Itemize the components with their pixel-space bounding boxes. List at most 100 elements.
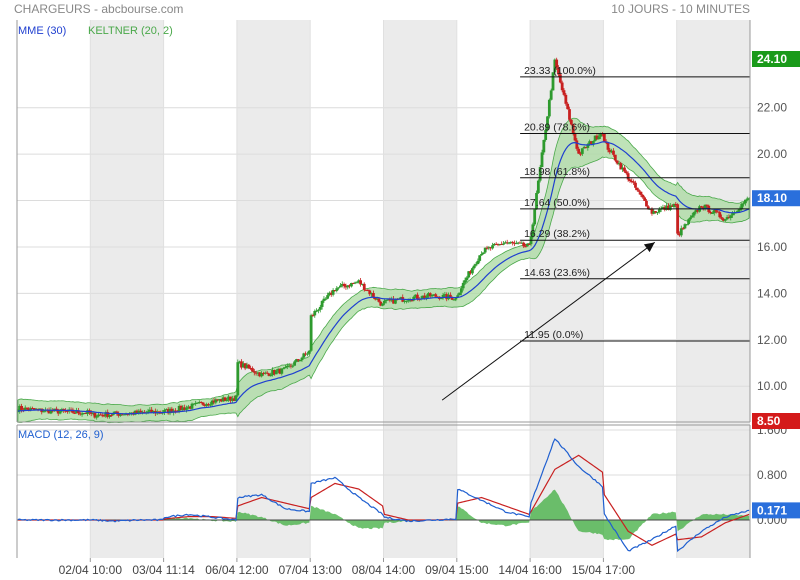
candle-154 xyxy=(298,360,302,362)
price-tick-label-2: 14.00 xyxy=(757,286,787,300)
candle-223 xyxy=(425,296,428,298)
candle-364 xyxy=(683,224,687,229)
candle-246 xyxy=(467,271,471,278)
candle-81 xyxy=(164,409,168,411)
candle-192 xyxy=(368,290,372,295)
candle-199 xyxy=(381,303,384,306)
candle-367 xyxy=(689,217,692,220)
candle-238 xyxy=(452,299,456,301)
candle-214 xyxy=(408,300,412,302)
x-tick-label-7: 15/04 17:00 xyxy=(572,563,636,577)
candle-57 xyxy=(120,414,124,416)
candle-260 xyxy=(492,243,496,246)
candle-147 xyxy=(285,365,289,368)
candle-12 xyxy=(38,408,42,410)
candle-277 xyxy=(524,246,527,248)
candle-396 xyxy=(742,203,745,205)
candle-323 xyxy=(608,149,612,153)
candle-325 xyxy=(612,150,615,155)
candle-103 xyxy=(205,404,209,406)
candle-398 xyxy=(745,198,749,200)
candle-167 xyxy=(322,298,326,301)
candle-357 xyxy=(670,205,674,207)
candle-330 xyxy=(621,167,625,170)
max-price-tag: 24.10 xyxy=(757,52,787,66)
candle-301 xyxy=(568,109,571,120)
candle-166 xyxy=(320,300,324,307)
annotation-arrowhead xyxy=(643,242,655,253)
candle-358 xyxy=(672,204,676,207)
candle-47 xyxy=(102,415,106,417)
candle-27 xyxy=(65,410,69,412)
candle-341 xyxy=(641,194,645,198)
candle-8 xyxy=(31,408,34,410)
candle-303 xyxy=(571,124,575,134)
candle-399 xyxy=(747,198,751,200)
candle-50 xyxy=(108,415,111,417)
candle-174 xyxy=(335,288,339,291)
chart-title: CHARGEURS - abcbourse.com xyxy=(14,2,184,16)
candle-40 xyxy=(89,412,93,414)
candle-371 xyxy=(696,210,700,212)
candle-133 xyxy=(260,373,264,377)
candle-233 xyxy=(443,294,447,296)
candle-190 xyxy=(364,289,368,291)
candle-97 xyxy=(194,403,198,405)
chart-period: 10 JOURS - 10 MINUTES xyxy=(611,2,750,16)
candle-278 xyxy=(525,243,529,247)
candle-142 xyxy=(276,369,280,371)
candle-374 xyxy=(701,207,705,209)
candle-333 xyxy=(626,173,630,180)
candle-216 xyxy=(412,296,416,301)
candle-188 xyxy=(361,283,364,285)
candle-342 xyxy=(643,197,647,201)
fib-label-0: 23.33 (100.0%) xyxy=(524,65,596,77)
candle-297 xyxy=(560,82,564,91)
candle-131 xyxy=(256,372,260,374)
candle-375 xyxy=(703,204,707,209)
candle-331 xyxy=(623,167,626,172)
candle-42 xyxy=(93,412,97,418)
last-price-tag-box xyxy=(752,190,800,207)
candle-324 xyxy=(610,150,614,153)
candle-196 xyxy=(375,298,379,300)
candle-52 xyxy=(111,413,115,416)
fib-label-5: 14.63 (23.6%) xyxy=(524,267,590,279)
candle-31 xyxy=(73,412,77,414)
candle-231 xyxy=(439,298,443,300)
candle-281 xyxy=(531,224,535,237)
max-price-tag-box xyxy=(752,51,800,67)
candle-102 xyxy=(203,404,207,406)
candle-386 xyxy=(723,219,727,221)
candle-276 xyxy=(522,242,526,247)
candle-148 xyxy=(287,365,291,367)
fib-label-1: 20.89 (78.6%) xyxy=(524,121,590,133)
macd-tick-label-1: 0.800 xyxy=(757,468,787,482)
candle-100 xyxy=(199,402,203,404)
candle-64 xyxy=(133,410,137,415)
candle-288 xyxy=(544,129,548,140)
candle-370 xyxy=(694,210,698,213)
candle-88 xyxy=(177,405,181,412)
macd-last-tag-box xyxy=(752,502,800,519)
candle-362 xyxy=(679,228,683,236)
candle-263 xyxy=(498,244,502,246)
candle-21 xyxy=(54,408,58,410)
candle-44 xyxy=(97,414,100,417)
candle-9 xyxy=(33,408,36,410)
candle-356 xyxy=(668,205,672,210)
candle-119 xyxy=(234,395,238,401)
x-tick-label-4: 08/04 14:00 xyxy=(352,563,416,577)
candle-128 xyxy=(251,368,254,372)
legend-keltner: KELTNER (20, 2) xyxy=(88,25,173,37)
min-price-tag: 8.50 xyxy=(757,414,781,428)
candle-158 xyxy=(306,353,309,355)
candle-304 xyxy=(573,133,577,141)
candle-156 xyxy=(302,353,306,358)
candle-71 xyxy=(146,411,150,413)
candle-146 xyxy=(284,367,287,369)
candle-336 xyxy=(632,181,636,183)
candle-96 xyxy=(192,403,196,405)
candle-177 xyxy=(340,284,344,286)
candle-373 xyxy=(700,206,703,208)
